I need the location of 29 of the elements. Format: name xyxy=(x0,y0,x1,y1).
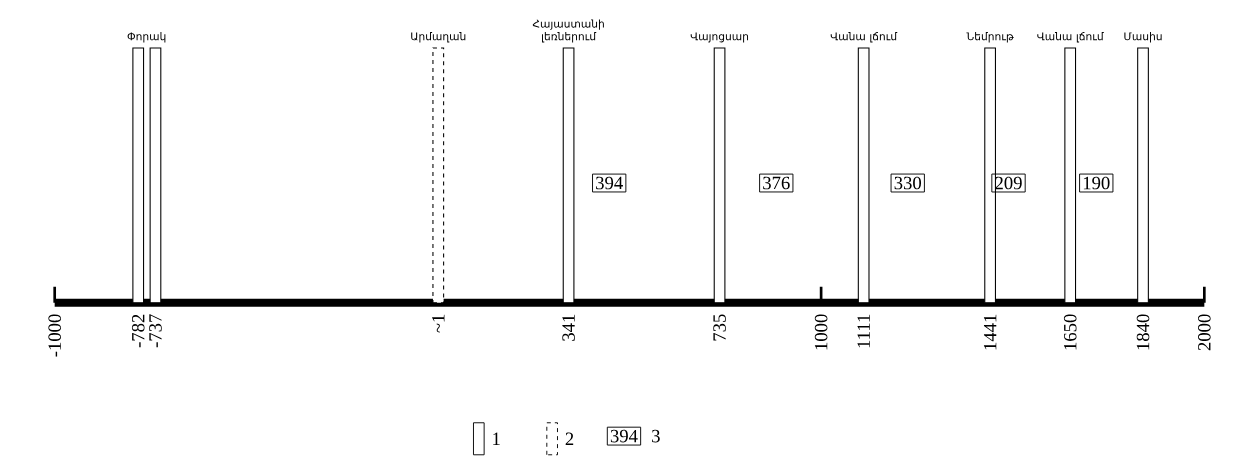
legend-label: 2 xyxy=(565,432,574,445)
x-tick-label: 341 xyxy=(562,314,575,341)
x-tick-label: 1111 xyxy=(857,314,870,348)
x-tick-label: 1000 xyxy=(814,314,828,350)
annotation: Նեմրութ xyxy=(966,32,1014,43)
annotation: Հայաստանի լեռներում xyxy=(532,19,604,43)
annotation: Արմաղան xyxy=(411,32,466,43)
annotation: 330 xyxy=(894,176,922,190)
x-tick-label: 1840 xyxy=(1136,314,1150,350)
annotation: 209 xyxy=(995,176,1022,190)
x-tick-label: 1441 xyxy=(983,314,997,350)
text: 3 xyxy=(652,429,660,443)
annotation: 394 xyxy=(596,176,623,190)
annotation: Վայոցսար xyxy=(690,32,749,43)
annotation: 376 xyxy=(763,176,790,190)
annotation: Փորակ xyxy=(127,32,166,43)
legend-label: 1 xyxy=(493,432,500,445)
x-tick-label: 2000 xyxy=(1198,314,1211,351)
annotation: 190 xyxy=(1083,176,1110,190)
annotation: Վանա լճում xyxy=(1037,31,1104,43)
x-tick-label: -737 xyxy=(149,314,162,348)
annotation: Վանա լճում xyxy=(830,31,898,43)
x-tick-label: ~1 xyxy=(432,314,445,333)
text: 394 xyxy=(610,429,638,443)
x-tick-label: 1650 xyxy=(1063,314,1077,350)
x-tick-label: -1000 xyxy=(48,314,61,357)
x-tick-label: 735 xyxy=(713,314,726,341)
annotation: Մասիս xyxy=(1124,32,1162,43)
x-tick-label: -782 xyxy=(131,314,145,348)
